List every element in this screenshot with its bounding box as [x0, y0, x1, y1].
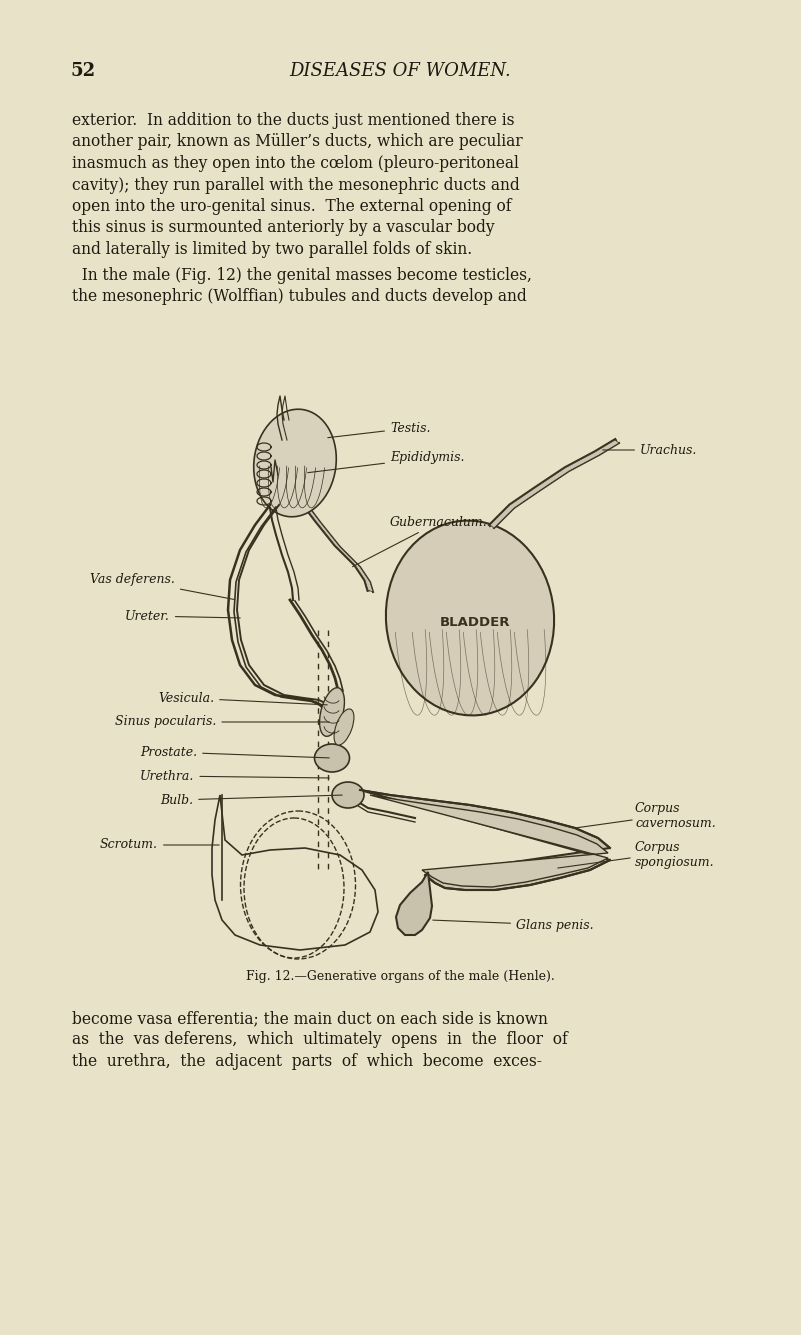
Text: Sinus pocularis.: Sinus pocularis.: [115, 716, 329, 729]
Text: Ureter.: Ureter.: [125, 610, 240, 622]
Ellipse shape: [315, 744, 349, 772]
Text: the mesonephric (Wolffian) tubules and ducts develop and: the mesonephric (Wolffian) tubules and d…: [72, 288, 527, 304]
Text: DISEASES OF WOMEN.: DISEASES OF WOMEN.: [289, 61, 511, 80]
Text: Corpus
cavernosum.: Corpus cavernosum.: [635, 802, 716, 830]
Text: Testis.: Testis.: [328, 422, 430, 438]
Ellipse shape: [254, 410, 336, 517]
Text: Corpus
spongiosum.: Corpus spongiosum.: [635, 841, 714, 869]
Text: Glans penis.: Glans penis.: [433, 918, 594, 932]
Text: Vas deferens.: Vas deferens.: [90, 574, 234, 599]
Text: Urethra.: Urethra.: [140, 769, 329, 782]
Text: the  urethra,  the  adjacent  parts  of  which  become  exces-: the urethra, the adjacent parts of which…: [72, 1053, 541, 1069]
Text: and laterally is limited by two parallel folds of skin.: and laterally is limited by two parallel…: [72, 242, 473, 258]
Text: Bulb.: Bulb.: [160, 793, 342, 806]
Text: exterior.  In addition to the ducts just mentioned there is: exterior. In addition to the ducts just …: [72, 112, 514, 129]
Text: this sinus is surmounted anteriorly by a vascular body: this sinus is surmounted anteriorly by a…: [72, 219, 495, 236]
Polygon shape: [300, 501, 373, 591]
Text: Epididymis.: Epididymis.: [308, 451, 465, 473]
Text: become vasa efferentia; the main duct on each side is known: become vasa efferentia; the main duct on…: [72, 1011, 548, 1027]
Ellipse shape: [386, 521, 554, 716]
Polygon shape: [396, 872, 432, 934]
Polygon shape: [490, 441, 619, 529]
Text: Gubernaculum.: Gubernaculum.: [352, 515, 488, 567]
Text: Scrotum.: Scrotum.: [100, 838, 219, 852]
Ellipse shape: [320, 688, 344, 737]
Text: BLADDER: BLADDER: [440, 617, 510, 630]
Text: Prostate.: Prostate.: [140, 745, 329, 758]
Polygon shape: [370, 796, 608, 886]
Text: Urachus.: Urachus.: [603, 443, 698, 457]
Text: open into the uro-genital sinus.  The external opening of: open into the uro-genital sinus. The ext…: [72, 198, 512, 215]
Polygon shape: [360, 790, 610, 890]
Text: Vesicula.: Vesicula.: [158, 692, 328, 705]
Text: another pair, known as Müller’s ducts, which are peculiar: another pair, known as Müller’s ducts, w…: [72, 134, 522, 151]
Text: cavity); they run parallel with the mesonephric ducts and: cavity); they run parallel with the meso…: [72, 176, 520, 194]
Ellipse shape: [334, 709, 354, 745]
Text: 52: 52: [70, 61, 95, 80]
Text: Fig. 12.—Generative organs of the male (Henle).: Fig. 12.—Generative organs of the male (…: [246, 971, 554, 983]
Text: as  the  vas deferens,  which  ultimately  opens  in  the  floor  of: as the vas deferens, which ultimately op…: [72, 1032, 568, 1048]
Text: In the male (Fig. 12) the genital masses become testicles,: In the male (Fig. 12) the genital masses…: [72, 267, 532, 283]
Ellipse shape: [332, 782, 364, 808]
Text: inasmuch as they open into the cœlom (pleuro-peritoneal: inasmuch as they open into the cœlom (pl…: [72, 155, 519, 172]
